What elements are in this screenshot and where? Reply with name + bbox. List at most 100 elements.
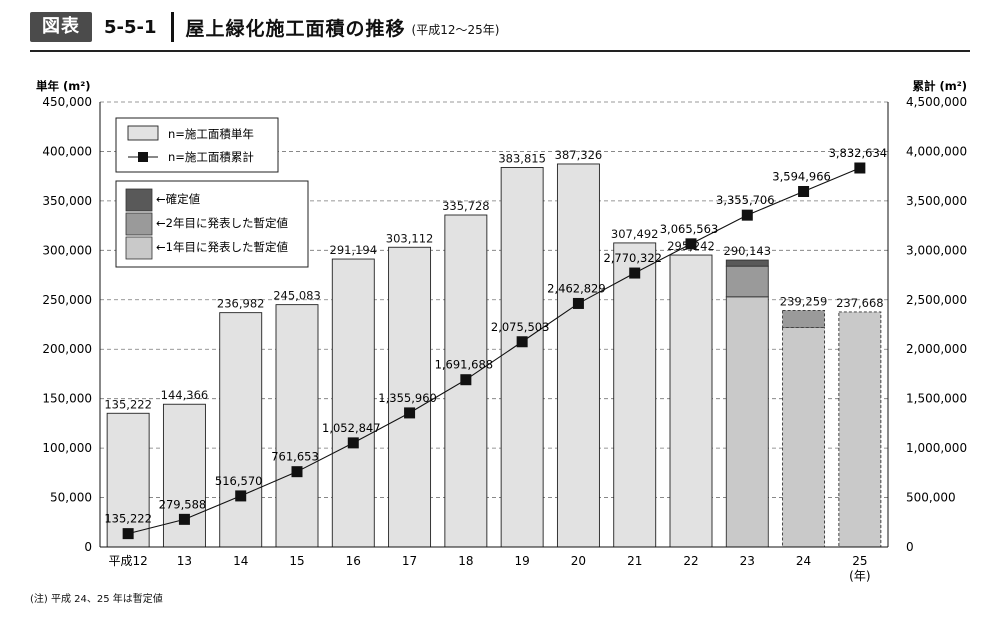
y-tick-label-right: 3,000,000	[906, 243, 967, 257]
legend-cumulative-marker	[138, 152, 148, 162]
bar-value-label: 245,083	[273, 289, 321, 303]
y-tick-label-left: 350,000	[42, 194, 92, 208]
cumulative-value-label: 3,065,563	[660, 222, 719, 236]
bar-annual	[669, 254, 713, 548]
cumulative-value-label: 279,588	[159, 497, 207, 511]
cumulative-value-label: 761,653	[271, 450, 319, 464]
cumulative-value-label: 2,075,503	[491, 320, 550, 334]
x-tick-label: 20	[571, 554, 586, 568]
bar-value-label: 383,815	[498, 151, 546, 165]
legend-cumulative-label: n=施工面積累計	[168, 150, 254, 164]
bar-annual	[613, 242, 657, 548]
legend-annual-label: n=施工面積単年	[168, 127, 254, 141]
cumulative-marker	[798, 185, 810, 197]
cumulative-value-label: 3,594,966	[772, 169, 831, 183]
cumulative-marker	[404, 407, 416, 419]
y-tick-label-left: 50,000	[50, 491, 92, 505]
cumulative-value-label: 2,770,322	[603, 251, 662, 265]
legend-status-swatch	[125, 236, 153, 260]
bar-value-label: 135,222	[104, 397, 152, 411]
y-tick-label-left: 250,000	[42, 293, 92, 307]
cumulative-marker	[516, 336, 528, 348]
bar-annual	[500, 166, 544, 548]
x-tick-label: 15	[289, 554, 304, 568]
bar-value-label: 144,366	[161, 388, 209, 402]
y-tick-label-right: 1,000,000	[906, 441, 967, 455]
x-tick-label: 13	[177, 554, 192, 568]
x-tick-label: 21	[627, 554, 642, 568]
bar-value-label: 387,326	[555, 148, 603, 162]
legend-status-swatch	[125, 188, 153, 212]
bar-value-label: 335,728	[442, 199, 490, 213]
cumulative-value-label: 1,355,960	[378, 391, 437, 405]
bar-annual	[275, 304, 319, 548]
y-tick-label-left: 450,000	[42, 95, 92, 109]
bar-provisional-year1	[782, 327, 826, 548]
cumulative-marker	[854, 162, 866, 174]
cumulative-value-label: 3,832,634	[829, 146, 888, 160]
x-tick-label: 25	[852, 554, 867, 568]
legend-status-swatch	[125, 212, 153, 236]
cumulative-value-label: 2,462,829	[547, 281, 606, 295]
cumulative-marker	[572, 297, 584, 309]
x-tick-label: 18	[458, 554, 473, 568]
y-tick-label-right: 1,500,000	[906, 392, 967, 406]
footnote: (注) 平成 24、25 年は暫定値	[30, 594, 163, 605]
header-rule	[30, 50, 970, 52]
legend-status-label: ←2年目に発表した暫定値	[156, 216, 288, 230]
cumulative-marker	[347, 437, 359, 449]
x-tick-label: 平成12	[109, 554, 148, 568]
x-tick-label: 23	[740, 554, 755, 568]
y-tick-label-right: 4,500,000	[906, 95, 967, 109]
bar-provisional-year1	[725, 296, 769, 548]
bar-provisional-year2	[725, 265, 769, 298]
y-tick-label-right: 500,000	[906, 491, 956, 505]
x-tick-label: 19	[515, 554, 530, 568]
cumulative-marker	[122, 528, 134, 540]
bar-provisional-year2	[782, 309, 826, 328]
figure-header: 図表 5-5-1 屋上緑化施工面積の推移 (平成12〜25年)	[30, 10, 499, 44]
bar-provisional-year1	[838, 311, 882, 548]
y-tick-label-right: 0	[906, 540, 914, 554]
cumulative-value-label: 1,691,688	[435, 358, 494, 372]
x-tick-label: 22	[683, 554, 698, 568]
cumulative-marker	[685, 238, 697, 250]
legend-status-label: ←1年目に発表した暫定値	[156, 240, 288, 254]
cumulative-marker	[629, 267, 641, 279]
cumulative-marker	[460, 374, 472, 386]
x-tick-label: 24	[796, 554, 811, 568]
cumulative-value-label: 135,222	[104, 512, 152, 526]
bar-value-label: 236,982	[217, 297, 265, 311]
y-tick-label-left: 200,000	[42, 342, 92, 356]
y-tick-label-left: 0	[84, 540, 92, 554]
chart-title: 屋上緑化施工面積の推移	[185, 17, 406, 40]
figure-badge: 図表	[30, 12, 92, 42]
header-divider	[170, 12, 174, 42]
x-tick-label: 17	[402, 554, 417, 568]
x-tick-label: 14	[233, 554, 248, 568]
y-tick-label-left: 300,000	[42, 243, 92, 257]
x-tick-label: 16	[346, 554, 361, 568]
cumulative-value-label: 516,570	[215, 474, 263, 488]
y-axis-title-left: 単年 (m²)	[36, 79, 91, 93]
bar-value-label: 303,112	[386, 231, 434, 245]
y-tick-label-right: 4,000,000	[906, 144, 967, 158]
bar-annual	[162, 403, 206, 548]
cumulative-marker	[291, 466, 303, 478]
y-tick-label-left: 100,000	[42, 441, 92, 455]
bar-value-label: 290,143	[724, 244, 772, 258]
bar-value-label: 307,492	[611, 227, 659, 241]
cumulative-marker	[178, 513, 190, 525]
y-tick-label-left: 400,000	[42, 144, 92, 158]
y-tick-label-left: 150,000	[42, 392, 92, 406]
bar-confirmed	[725, 259, 769, 267]
cumulative-value-label: 3,355,706	[716, 193, 775, 207]
legend-annual-swatch	[127, 125, 159, 141]
y-tick-label-right: 2,500,000	[906, 293, 967, 307]
cumulative-line	[128, 167, 861, 535]
y-tick-label-right: 2,000,000	[906, 342, 967, 356]
bar-annual	[331, 258, 375, 548]
figure-number: 5-5-1	[104, 16, 157, 38]
bar-annual	[556, 163, 600, 548]
